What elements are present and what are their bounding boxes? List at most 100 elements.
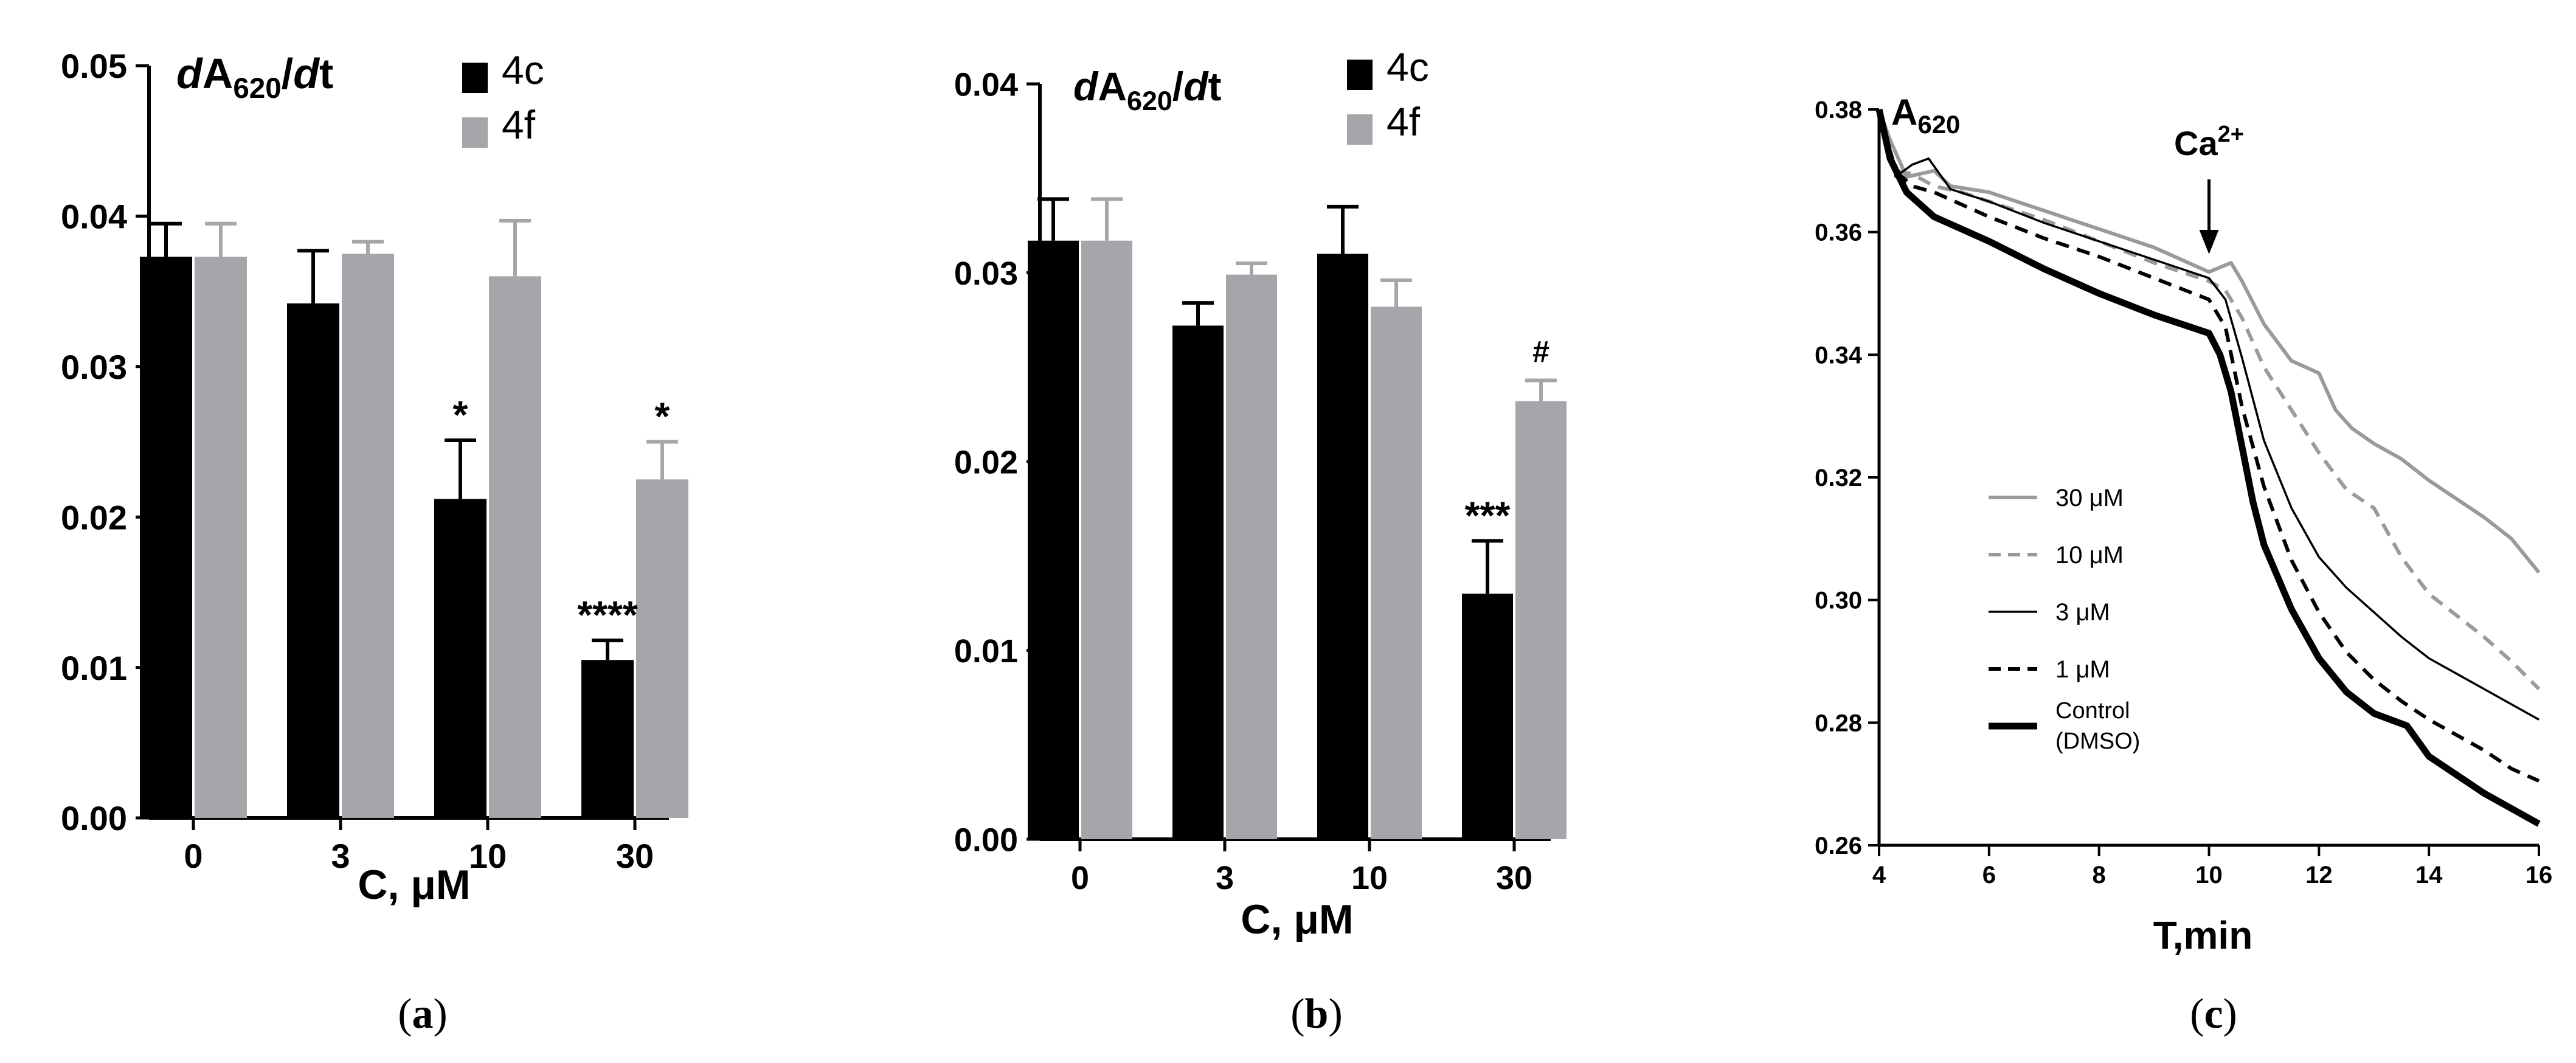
panel-caption: (c) xyxy=(2190,991,2237,1037)
legend-label: 1 μM xyxy=(2055,656,2110,683)
caption-letter: a xyxy=(412,991,434,1037)
significance-marker: * xyxy=(453,393,468,437)
legend-swatch-4c xyxy=(1347,60,1373,90)
legend-swatch-4f xyxy=(1347,114,1373,145)
y-tick-label: 0.02 xyxy=(61,498,127,536)
bar-4c xyxy=(1462,594,1513,839)
x-tick-label: 3 xyxy=(331,837,350,875)
series-line-Control-(DMSO) xyxy=(1875,108,2541,827)
x-tick-label: 30 xyxy=(1496,860,1532,896)
x-tick-label: 8 xyxy=(2093,862,2106,888)
panel-b-bar-chart: 0.000.010.020.030.040 3 10 30***#dA620/dt 4c… xyxy=(954,44,1567,1037)
panel-a-bar-chart: 0.000.010.020.030.040.050 3 10 30******dA62… xyxy=(61,47,688,1037)
x-tick-label: 12 xyxy=(2305,862,2333,888)
title-part: t xyxy=(1208,64,1222,109)
y-tick-label: 0.38 xyxy=(1815,97,1862,123)
panel-caption: (a) xyxy=(398,991,448,1037)
title-part: d xyxy=(1073,64,1099,109)
bar-4f xyxy=(1081,240,1132,840)
x-tick-label: 10 xyxy=(2195,862,2223,888)
x-axis-label: C, μM xyxy=(1241,896,1353,943)
y-tick-label: 0.00 xyxy=(61,799,127,837)
title-part: t xyxy=(319,50,333,97)
bar-4f xyxy=(489,276,541,818)
legend-swatch-4f xyxy=(462,117,488,148)
bar-4c xyxy=(1028,240,1079,840)
caption-paren: ( xyxy=(1290,991,1304,1037)
bar-4c xyxy=(140,257,192,818)
bar-4c xyxy=(434,499,486,818)
legend-label-4c: 4c xyxy=(1387,44,1429,89)
y-tick-label: 0.03 xyxy=(61,348,127,386)
legend-swatch-4c xyxy=(462,63,488,93)
bar-4f xyxy=(195,257,247,818)
bar-4f xyxy=(1515,401,1567,839)
series-line-3-μM xyxy=(1878,109,2540,721)
significance-marker: # xyxy=(1532,334,1549,369)
y-tick-label: 0.30 xyxy=(1815,587,1862,614)
title-part: A xyxy=(203,50,234,97)
significance-marker: * xyxy=(655,395,670,438)
calcium-annotation: Ca2+ xyxy=(2174,122,2244,162)
caption-paren: ) xyxy=(1328,991,1342,1037)
series-line-10-μM xyxy=(1877,109,2541,691)
title-subscript: 620 xyxy=(1127,85,1172,116)
y-tick-label: 0.01 xyxy=(61,649,127,687)
legend-label: 3 μM xyxy=(2055,599,2110,626)
x-tick-label: 3 xyxy=(1216,860,1234,896)
legend-label-line: Control xyxy=(2055,698,2130,724)
y-axis-label: A620 xyxy=(1891,92,1960,139)
title-part: d xyxy=(176,50,203,97)
x-tick-label: 6 xyxy=(1982,862,1996,888)
ylabel-subscript: 620 xyxy=(1917,110,1960,139)
bar-4c xyxy=(287,303,339,819)
x-tick-label: 0 xyxy=(184,837,203,875)
legend-label-line: (DMSO) xyxy=(2055,729,2140,754)
significance-marker: *** xyxy=(1465,493,1511,537)
title-subscript: 620 xyxy=(233,72,281,105)
y-tick-label: 0.05 xyxy=(61,47,127,85)
series-line-1-μM xyxy=(1877,109,2540,783)
legend-label-4c: 4c xyxy=(502,47,544,92)
ylabel-main: A xyxy=(1891,92,1917,133)
y-tick-label: 0.01 xyxy=(954,633,1018,670)
caption-letter: b xyxy=(1305,991,1329,1037)
x-tick-label: 0 xyxy=(1071,860,1089,896)
title-part: d xyxy=(1183,64,1209,109)
legend-label-4f: 4f xyxy=(1387,99,1421,144)
series-line-30-μM xyxy=(1877,108,2541,574)
chart-title: dA620/dt xyxy=(176,50,333,105)
y-tick-label: 0.28 xyxy=(1815,710,1862,736)
bar-4f xyxy=(342,254,394,818)
x-tick-label: 14 xyxy=(2415,862,2443,888)
legend-label: 10 μM xyxy=(2055,542,2124,569)
y-tick-label: 0.00 xyxy=(954,822,1018,858)
significance-marker: **** xyxy=(577,593,638,637)
caption-letter: c xyxy=(2204,991,2223,1037)
annotation-superscript: 2+ xyxy=(2218,122,2244,147)
chart-title: dA620/dt xyxy=(1073,64,1222,116)
caption-paren: ( xyxy=(398,991,412,1037)
legend-label-4f: 4f xyxy=(502,102,536,147)
bar-4c xyxy=(1317,254,1368,839)
title-part: / xyxy=(282,50,293,97)
bar-4c xyxy=(1172,325,1224,839)
y-tick-label: 0.34 xyxy=(1815,342,1863,369)
caption-paren: ) xyxy=(2223,991,2237,1037)
bar-4f xyxy=(1371,306,1422,839)
legend-label: 30 μM xyxy=(2055,485,2124,511)
x-tick-label: 10 xyxy=(469,837,507,875)
y-tick-label: 0.04 xyxy=(61,198,127,236)
title-part: d xyxy=(293,50,320,97)
panel-caption: (b) xyxy=(1290,991,1343,1037)
title-part: A xyxy=(1098,64,1127,109)
y-tick-label: 0.03 xyxy=(954,255,1018,292)
bar-4f xyxy=(636,479,688,818)
bar-4f xyxy=(1226,274,1277,840)
x-tick-label: 10 xyxy=(1351,860,1388,896)
x-axis-label: C, μM xyxy=(358,862,470,908)
arrow-head xyxy=(2199,230,2219,254)
x-tick-label: 30 xyxy=(616,837,654,875)
y-tick-label: 0.32 xyxy=(1815,465,1862,491)
x-tick-label: 16 xyxy=(2526,862,2553,888)
